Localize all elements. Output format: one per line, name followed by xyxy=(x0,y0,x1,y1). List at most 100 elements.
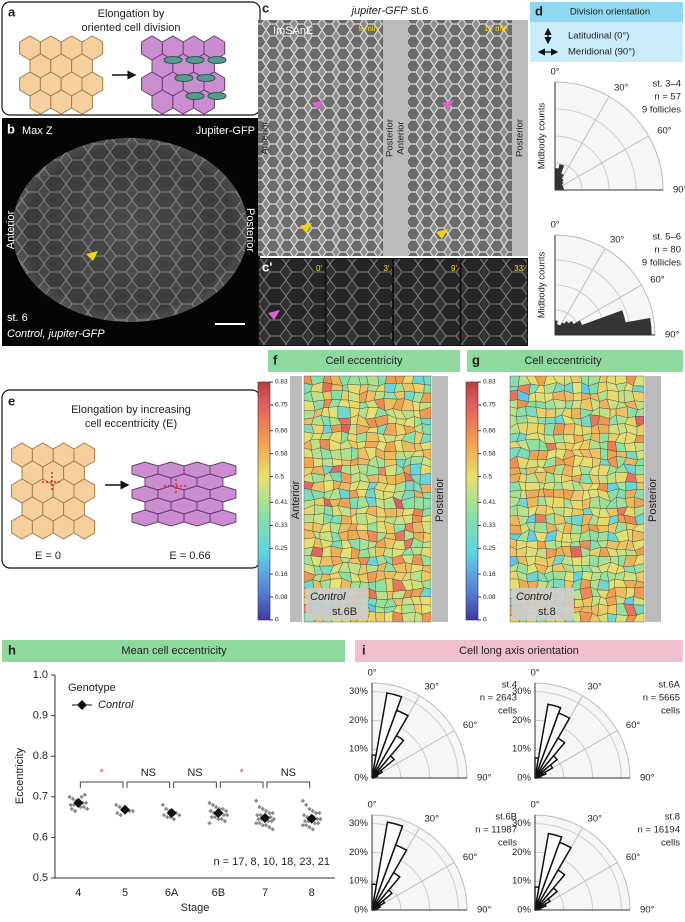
chart-label: cells xyxy=(661,838,680,849)
theta-tick-label: 60° xyxy=(626,852,641,863)
axis-label: Posterior xyxy=(515,119,526,157)
panel-title: Mean cell eccentricity xyxy=(121,645,227,657)
r-tick-label: 30% xyxy=(349,818,369,829)
data-point xyxy=(317,811,321,815)
cell xyxy=(384,508,396,517)
cell xyxy=(572,557,582,566)
cell xyxy=(422,424,431,435)
theta-tick-label: 0° xyxy=(550,220,559,231)
cell xyxy=(600,448,607,459)
cell xyxy=(312,425,325,434)
cell xyxy=(322,459,333,467)
spindle xyxy=(208,93,226,100)
time-label: 9' xyxy=(451,264,457,273)
data-point xyxy=(264,809,268,813)
r-tick-label: 10% xyxy=(349,744,369,755)
image-label: Jupiter-GFP xyxy=(196,125,255,137)
bracket xyxy=(220,782,263,788)
panel-title: Cell eccentricity xyxy=(524,355,602,367)
cell xyxy=(598,476,608,484)
hexagon xyxy=(132,510,158,526)
cell xyxy=(637,482,644,490)
x-axis-title: Stage xyxy=(181,902,210,914)
data-point xyxy=(301,799,305,803)
data-point xyxy=(73,809,77,813)
data-point xyxy=(131,809,135,813)
data-point xyxy=(261,807,265,811)
cell xyxy=(314,505,325,515)
axis-label: Posterior xyxy=(385,119,396,157)
theta-tick-label: 0° xyxy=(530,668,539,679)
legend-label: Meridional (90°) xyxy=(568,47,635,58)
panel-title: Cell long axis orientation xyxy=(459,645,579,657)
cell xyxy=(562,533,572,542)
cell xyxy=(384,451,396,460)
colorbar-tick-label: 0.33 xyxy=(275,522,288,529)
cell xyxy=(386,579,394,592)
data-point xyxy=(84,801,88,805)
axis-label: Anterior xyxy=(396,121,407,154)
cell xyxy=(516,416,528,424)
colorbar-tick-label: 0.66 xyxy=(483,427,496,434)
cell xyxy=(323,391,333,400)
x-tick-label: 8 xyxy=(309,887,315,899)
theta-tick-label: 60° xyxy=(657,126,672,137)
colorbar-tick-label: 0.58 xyxy=(275,450,288,457)
panel-letter: f xyxy=(273,352,278,367)
panel-letter: i xyxy=(362,642,366,657)
data-point xyxy=(257,805,261,809)
cell xyxy=(571,409,581,419)
spindle xyxy=(186,57,204,64)
panel-title: cell eccentricity (E) xyxy=(85,418,177,430)
spindle xyxy=(175,75,193,82)
data-point xyxy=(172,817,176,821)
time-label: 15 min xyxy=(484,24,508,33)
cell xyxy=(635,466,644,476)
data-point xyxy=(254,799,258,803)
cell xyxy=(516,407,526,417)
mean-marker xyxy=(120,805,130,815)
cell xyxy=(581,555,590,565)
spindle xyxy=(208,57,226,64)
data-point xyxy=(67,795,71,799)
data-point xyxy=(85,807,89,811)
theta-tick-label: 90° xyxy=(665,330,680,341)
data-point xyxy=(207,801,211,805)
cell xyxy=(554,474,562,483)
theta-tick-label: 0° xyxy=(530,800,539,811)
colorbar xyxy=(258,382,270,620)
colorbar-tick-label: 0.25 xyxy=(483,545,496,552)
panel-title: jupiter-GFP st.6 xyxy=(350,5,429,17)
legend-label: Control xyxy=(98,699,134,711)
theta-tick-label: 0° xyxy=(367,668,376,679)
image-label: Control xyxy=(516,591,552,603)
cell xyxy=(553,434,564,443)
cell xyxy=(356,524,368,530)
cell xyxy=(553,490,564,498)
cell xyxy=(546,409,556,418)
data-point xyxy=(311,809,315,813)
axis-label: Anterior xyxy=(5,210,17,249)
data-point xyxy=(225,813,229,817)
panel-letter: c xyxy=(262,0,269,15)
colorbar-tick-label: 0.66 xyxy=(275,427,288,434)
spindle xyxy=(164,57,182,64)
legend-label: Latitudinal (0°) xyxy=(568,31,629,42)
inset-tile xyxy=(394,259,460,345)
data-point xyxy=(83,793,87,797)
data-point xyxy=(71,797,75,801)
data-point xyxy=(224,809,228,813)
annotation: E = 0 xyxy=(35,550,61,562)
axis-label: Posterior xyxy=(434,478,446,522)
colorbar-tick-label: 0.08 xyxy=(483,594,496,601)
chart-label: n = 11987 xyxy=(475,825,517,836)
data-point xyxy=(164,807,168,811)
cell xyxy=(338,406,351,418)
bracket xyxy=(127,782,170,788)
chart-label: st.6A xyxy=(658,680,680,691)
title-gene: jupiter-GFP xyxy=(350,5,409,17)
colorbar-tick-label: 0 xyxy=(275,617,279,624)
cell xyxy=(545,541,557,550)
cell xyxy=(570,376,582,383)
panel-title: Elongation by xyxy=(98,8,165,20)
